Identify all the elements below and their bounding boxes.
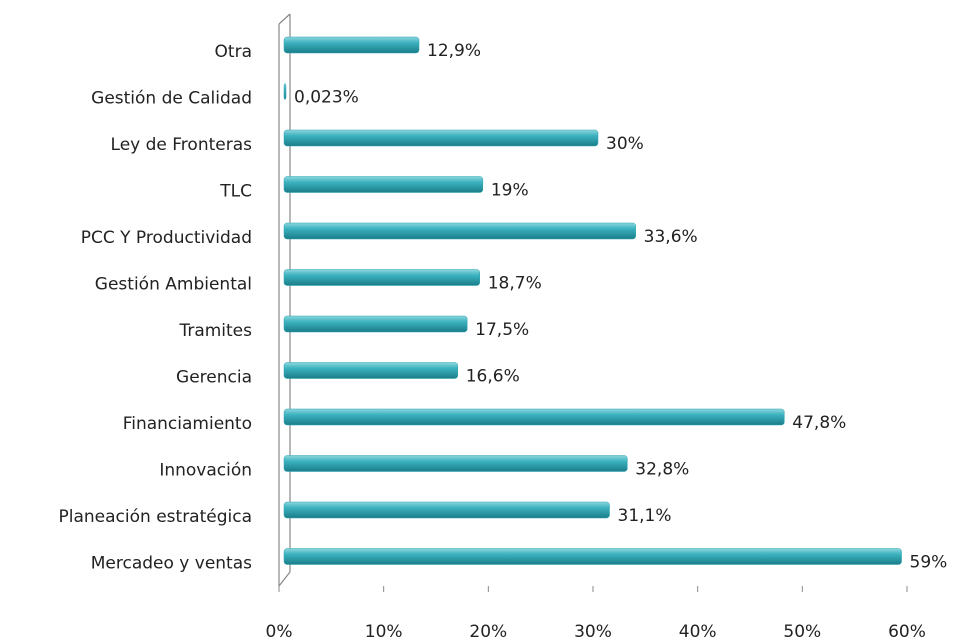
x-tick-label: 30% — [574, 622, 612, 640]
bar — [283, 36, 420, 54]
bar — [283, 548, 902, 565]
bar — [283, 129, 599, 147]
y-tick-label: Tramites — [178, 321, 252, 341]
value-label: 12,9% — [427, 41, 481, 61]
x-tick-label: 10% — [365, 622, 403, 640]
value-label: 0,023% — [294, 88, 359, 108]
bar — [283, 315, 468, 333]
y-tick-label: Ley de Fronteras — [111, 135, 253, 155]
bar — [283, 222, 636, 240]
x-tick-label: 20% — [469, 622, 507, 640]
y-tick-label: Otra — [215, 42, 252, 62]
value-label: 16,6% — [466, 367, 520, 387]
bar — [283, 83, 287, 100]
value-label: 32,8% — [635, 460, 689, 480]
y-tick-label: Financiamiento — [123, 414, 252, 434]
x-tick-label: 60% — [888, 622, 926, 640]
value-label: 17,5% — [475, 320, 529, 340]
y-tick-label: PCC Y Productividad — [81, 228, 252, 248]
y-tick-label: TLC — [219, 182, 252, 202]
y-tick-label: Planeación estratégica — [59, 507, 252, 527]
value-label: 33,6% — [644, 227, 698, 247]
value-label: 18,7% — [488, 274, 542, 294]
bar — [283, 455, 628, 472]
bar — [283, 176, 484, 193]
value-label: 47,8% — [792, 413, 846, 433]
bar — [283, 501, 610, 519]
value-label: 31,1% — [618, 506, 672, 526]
y-tick-label: Mercadeo y ventas — [91, 554, 252, 574]
y-tick-label: Gerencia — [176, 368, 252, 388]
x-tick-label: 0% — [266, 622, 293, 640]
y-tick-label: Gestión Ambiental — [95, 275, 252, 295]
y-tick-label: Innovación — [159, 461, 252, 481]
value-label: 59% — [910, 553, 948, 573]
axis-walls — [278, 13, 291, 587]
x-tick-label: 50% — [783, 622, 821, 640]
value-label: 30% — [606, 134, 644, 154]
bar — [283, 269, 480, 286]
x-tick-label: 40% — [679, 622, 717, 640]
bar — [283, 408, 785, 426]
y-tick-label: Gestión de Calidad — [91, 89, 252, 109]
bar — [283, 362, 458, 379]
value-label: 19% — [491, 181, 529, 201]
